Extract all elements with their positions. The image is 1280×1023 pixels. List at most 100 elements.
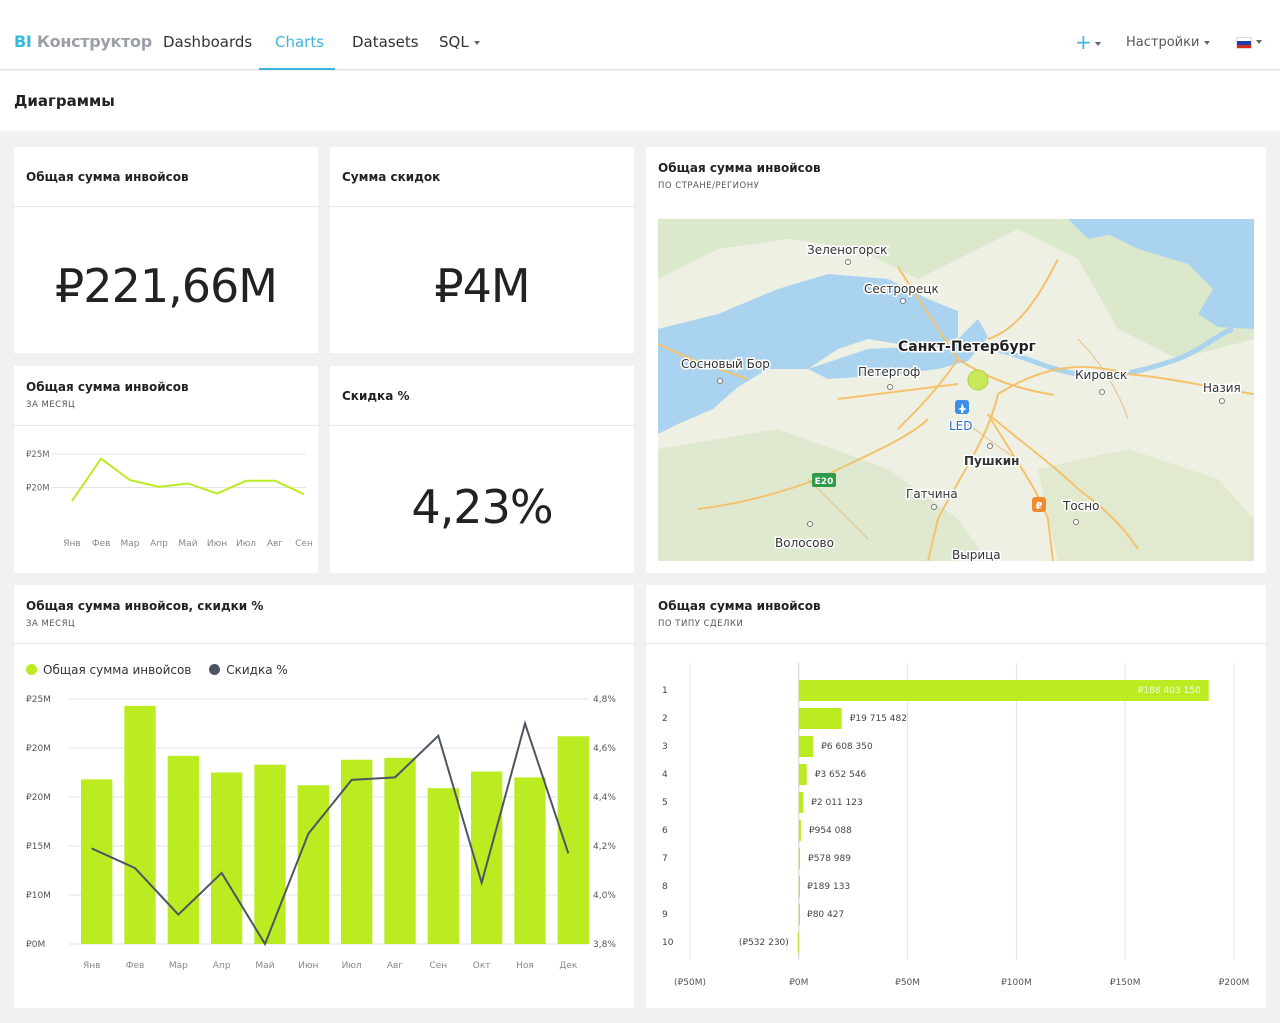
y-tick-label-right: 4,4% <box>593 793 616 803</box>
bar <box>341 759 373 944</box>
kpi-card-discount-pct[interactable]: Скидка % 4,23% <box>330 366 634 573</box>
card-title: Скидка % <box>342 389 410 403</box>
card-title: Общая сумма инвойсов <box>658 599 821 613</box>
map-label: Назия <box>1203 381 1241 395</box>
settings-menu[interactable]: Настройки <box>1126 35 1211 50</box>
bar <box>798 764 807 785</box>
card-deal-type-chart[interactable]: Общая сумма инвойсов ПО ТИПУ СДЕЛКИ (₽50… <box>646 585 1266 1008</box>
nav-sql-label: SQL <box>439 33 469 51</box>
card-title: Общая сумма инвойсов <box>26 170 189 184</box>
chevron-down-icon <box>1204 40 1211 45</box>
kpi-card-total-invoices[interactable]: Общая сумма инвойсов ₽221,66M <box>14 147 318 353</box>
page-header: Диаграммы <box>0 71 1280 131</box>
bar <box>798 848 801 869</box>
x-tick-label: Мар <box>121 539 140 549</box>
legend-label: Общая сумма инвойсов <box>43 663 192 677</box>
map-label: Тосно <box>1062 499 1099 513</box>
card-divider <box>14 425 318 426</box>
logo[interactable]: BI Конструктор <box>14 32 152 51</box>
y-tick-label-right: 3,8% <box>593 940 616 950</box>
y-tick-label-right: 4,2% <box>593 842 616 852</box>
y-tick-label: 6 <box>662 826 668 836</box>
y-tick-label-right: 4,6% <box>593 744 616 754</box>
card-title: Общая сумма инвойсов <box>658 161 821 175</box>
map-label: LED <box>949 419 973 433</box>
bar <box>167 755 199 944</box>
bar <box>514 777 546 944</box>
svg-text:₽: ₽ <box>1036 501 1043 512</box>
bar <box>124 705 156 944</box>
x-tick-label: Май <box>178 539 197 549</box>
nav-sql[interactable]: SQL <box>439 33 480 51</box>
nav-datasets[interactable]: Datasets <box>352 33 419 51</box>
x-tick-label: ₽50M <box>895 978 920 988</box>
y-tick-label-left: ₽10M <box>26 891 51 901</box>
x-tick-label: Авг <box>387 961 403 971</box>
x-tick-label: Фев <box>92 539 111 549</box>
bar <box>384 757 416 944</box>
bar <box>798 736 814 757</box>
card-title: Общая сумма инвойсов <box>26 380 189 394</box>
legend-item-invoices[interactable]: Общая сумма инвойсов <box>26 663 191 677</box>
series-line <box>71 457 305 502</box>
data-label: ₽578 989 <box>808 854 851 864</box>
combo-chart: ₽25M 4,8% ₽20M 4,6% ₽20M 4,4% ₽15M 4,2% ₽10M 4,0%… <box>26 695 616 971</box>
map-label: E20 <box>815 477 834 487</box>
map-label: Сестрорецк <box>864 282 939 296</box>
card-subtitle: ЗА МЕСЯЦ <box>26 619 76 629</box>
x-tick-label: Апр <box>213 961 231 971</box>
x-tick-label: Сен <box>295 539 313 549</box>
map-label: Волосово <box>775 536 834 550</box>
map-label: Пушкин <box>964 454 1019 468</box>
kpi-value: ₽221,66M <box>55 259 278 313</box>
x-tick-label: Авг <box>267 539 283 549</box>
card-subtitle: ПО ТИПУ СДЕЛКИ <box>658 619 744 629</box>
logo-bi: BI <box>14 32 32 51</box>
nav-charts[interactable]: Charts <box>275 33 325 51</box>
kpi-value: 4,23% <box>411 480 553 534</box>
deal-type-bar-chart: (₽50M) ₽0M ₽50M ₽100M ₽150M ₽200M 1 ₽188 403 15… <box>662 663 1249 988</box>
map-label: Петергоф <box>858 365 920 379</box>
page-title: Диаграммы <box>14 92 115 110</box>
data-label: ₽6 608 350 <box>821 742 873 752</box>
x-tick-label: Апр <box>150 539 168 549</box>
card-title: Сумма скидок <box>342 170 441 184</box>
data-label: (₽532 230) <box>739 938 789 948</box>
legend-item-discount[interactable]: Скидка % <box>209 663 288 677</box>
map-label: Санкт-Петербург <box>898 339 1036 355</box>
legend-dot <box>26 664 37 675</box>
y-tick-label: 10 <box>662 938 674 948</box>
card-divider <box>330 425 634 426</box>
nav-active-indicator <box>259 68 335 70</box>
y-tick-label-left: ₽20M <box>26 744 51 754</box>
y-tick-label: 1 <box>662 686 668 696</box>
legend-label: Скидка % <box>226 663 288 677</box>
card-subtitle: ПО СТРАНЕ/РЕГИОНУ <box>658 181 760 191</box>
x-tick-label: Окт <box>473 961 491 971</box>
y-tick-label-left: ₽0M <box>26 940 45 950</box>
create-button[interactable]: + <box>1075 30 1101 54</box>
kpi-card-discounts[interactable]: Сумма скидок ₽4M <box>330 147 634 353</box>
bar <box>798 680 1209 701</box>
logo-name: Конструктор <box>36 32 152 51</box>
region-map[interactable]: ₽ E20 Зеленогорск Сестрорецк Санкт-Петер… <box>658 219 1254 561</box>
nav-dashboards[interactable]: Dashboards <box>163 33 253 51</box>
language-selector[interactable] <box>1236 37 1266 51</box>
x-tick-label: Янв <box>83 961 100 971</box>
data-label: ₽954 088 <box>809 826 852 836</box>
y-tick-label: 9 <box>662 910 668 920</box>
y-tick-label-right: 4,0% <box>593 891 616 901</box>
bar <box>798 792 804 813</box>
card-combo-chart[interactable]: Общая сумма инвойсов, скидки % ЗА МЕСЯЦ … <box>14 585 634 1008</box>
chevron-down-icon <box>1256 40 1262 44</box>
x-tick-label: (₽50M) <box>674 978 706 988</box>
card-monthly-invoices[interactable]: Общая сумма инвойсов ЗА МЕСЯЦ ₽25M ₽20M Ян… <box>14 366 318 573</box>
y-tick-label: ₽20M <box>26 484 50 494</box>
card-map[interactable]: Общая сумма инвойсов ПО СТРАНЕ/РЕГИОНУ <box>646 147 1266 573</box>
map-label: Кировск <box>1075 368 1127 382</box>
chevron-down-icon <box>1094 41 1101 46</box>
map-label: Сосновый Бор <box>681 357 770 371</box>
x-tick-label: Июл <box>342 961 362 971</box>
legend-dot <box>209 664 221 675</box>
x-tick-label: Фев <box>126 961 145 971</box>
